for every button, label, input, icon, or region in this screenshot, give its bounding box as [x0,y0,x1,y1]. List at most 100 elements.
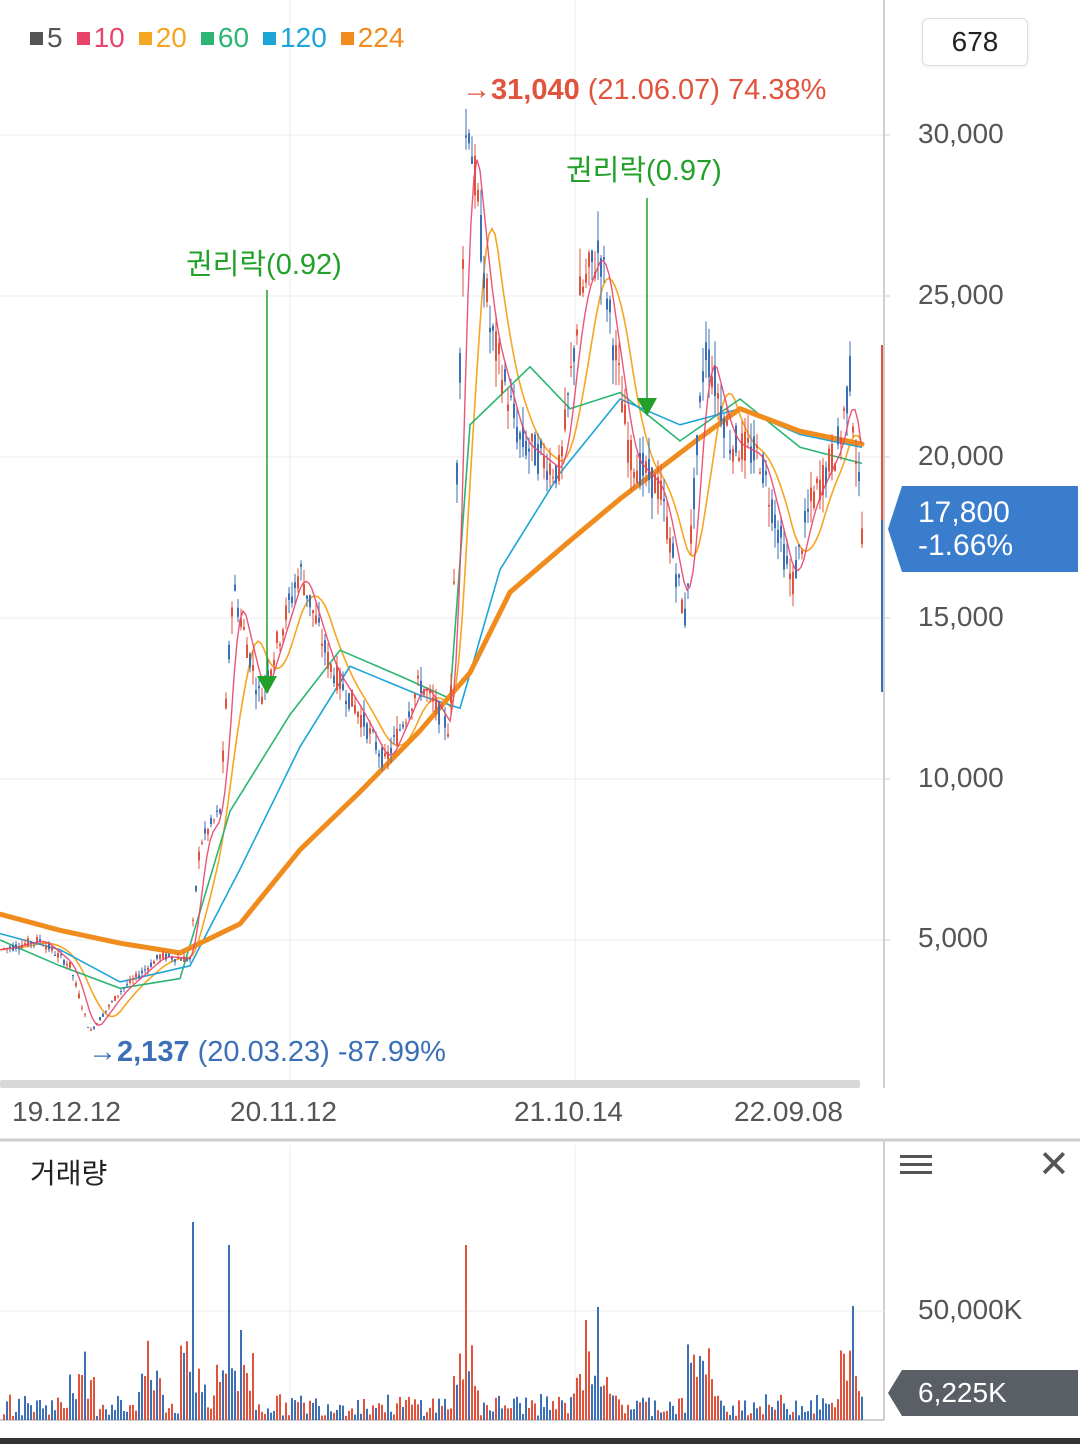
candle-body [711,376,713,388]
volume-bar [201,1392,203,1420]
candle-body [153,961,155,964]
legend-item-10[interactable]: 10 [76,22,125,54]
candle-body [678,574,680,578]
legend-item-120[interactable]: 120 [263,22,327,54]
volume-y-axis-label: 50,000K [918,1294,1023,1325]
candle-body [291,596,293,604]
candle-body [597,240,599,253]
candle-body [807,508,809,512]
candle-body [444,716,446,728]
candle-body [240,618,242,627]
hamburger-menu-icon[interactable] [900,1150,932,1180]
candle-body [63,960,65,965]
legend-item-60[interactable]: 60 [200,22,250,54]
volume-bar [48,1414,50,1420]
candle-body [561,446,563,457]
volume-bar [471,1345,473,1420]
candle-body [345,701,347,705]
candle-body [201,842,203,844]
volume-bar [390,1411,392,1420]
candle-body [375,741,377,750]
candle-body [462,259,464,269]
candle-body [771,499,773,524]
candle-count-badge[interactable]: 678 [922,18,1028,66]
volume-bar [207,1407,209,1420]
volume-bar [21,1415,23,1420]
ma-legend: 5 10 20 60 120 224 [30,22,404,54]
legend-item-224[interactable]: 224 [340,22,404,54]
close-icon[interactable]: ✕ [1038,1144,1070,1186]
volume-bar [597,1307,599,1420]
candle-body [459,353,461,383]
candle-body [237,607,239,617]
candle-body [420,680,422,693]
volume-bar [114,1410,116,1420]
volume-bar [579,1374,581,1420]
volume-bar [24,1395,26,1420]
volume-bar [294,1400,296,1420]
candle-body [144,969,146,971]
volume-bar [87,1398,89,1420]
candle-body [426,689,428,691]
volume-bar [573,1393,575,1420]
volume-bar [699,1356,701,1420]
volume-bar [150,1380,152,1420]
volume-bar [306,1413,308,1420]
candle-body [564,409,566,430]
candle-body [210,818,212,824]
candle-body [279,644,281,646]
volume-bar [345,1415,347,1420]
candle-body [693,478,695,510]
volume-bar [465,1245,467,1420]
candle-body [675,574,677,588]
volume-bar [66,1407,68,1420]
candle-body [366,723,368,739]
candle-body [354,704,356,714]
candle-body [138,975,140,978]
volume-bar [801,1406,803,1420]
volume-bar [180,1345,182,1420]
candle-body [663,498,665,502]
legend-item-5[interactable]: 5 [30,22,63,54]
volume-bar [384,1412,386,1420]
volume-bar [252,1353,254,1420]
candle-body [648,459,650,481]
volume-bar [738,1400,740,1420]
volume-bar [432,1398,434,1420]
volume-bar [483,1402,485,1420]
candle-body [306,595,308,599]
legend-swatch [263,31,277,45]
candle-body [327,652,329,669]
volume-bar [129,1405,131,1420]
volume-bar [165,1412,167,1420]
volume-bar [549,1410,551,1420]
x-axis-label: 20.11.12 [230,1096,337,1127]
candle-body [654,474,656,494]
volume-bar [360,1413,362,1420]
candle-body [294,582,296,588]
volume-bar [843,1353,845,1420]
candle-body [492,325,494,331]
candle-body [108,1005,110,1007]
low-date: (20.03.23) [197,1036,330,1068]
legend-item-20[interactable]: 20 [138,22,187,54]
candle-body [684,608,686,626]
ma10-line [0,159,862,1027]
volume-bar [585,1320,587,1420]
volume-bar [240,1330,242,1420]
candle-body [204,828,206,834]
candle-body [543,455,545,469]
chart-scrollbar[interactable] [0,1080,860,1088]
volume-bar [429,1407,431,1420]
legend-label: 60 [217,22,250,53]
candle-body [396,728,398,746]
candle-body [450,685,452,703]
candle-body [357,711,359,718]
volume-bar [195,1392,197,1420]
volume-bar [63,1408,65,1420]
candle-body [276,631,278,643]
candle-body [555,465,557,484]
volume-bar [795,1400,797,1420]
candle-body [804,510,806,523]
